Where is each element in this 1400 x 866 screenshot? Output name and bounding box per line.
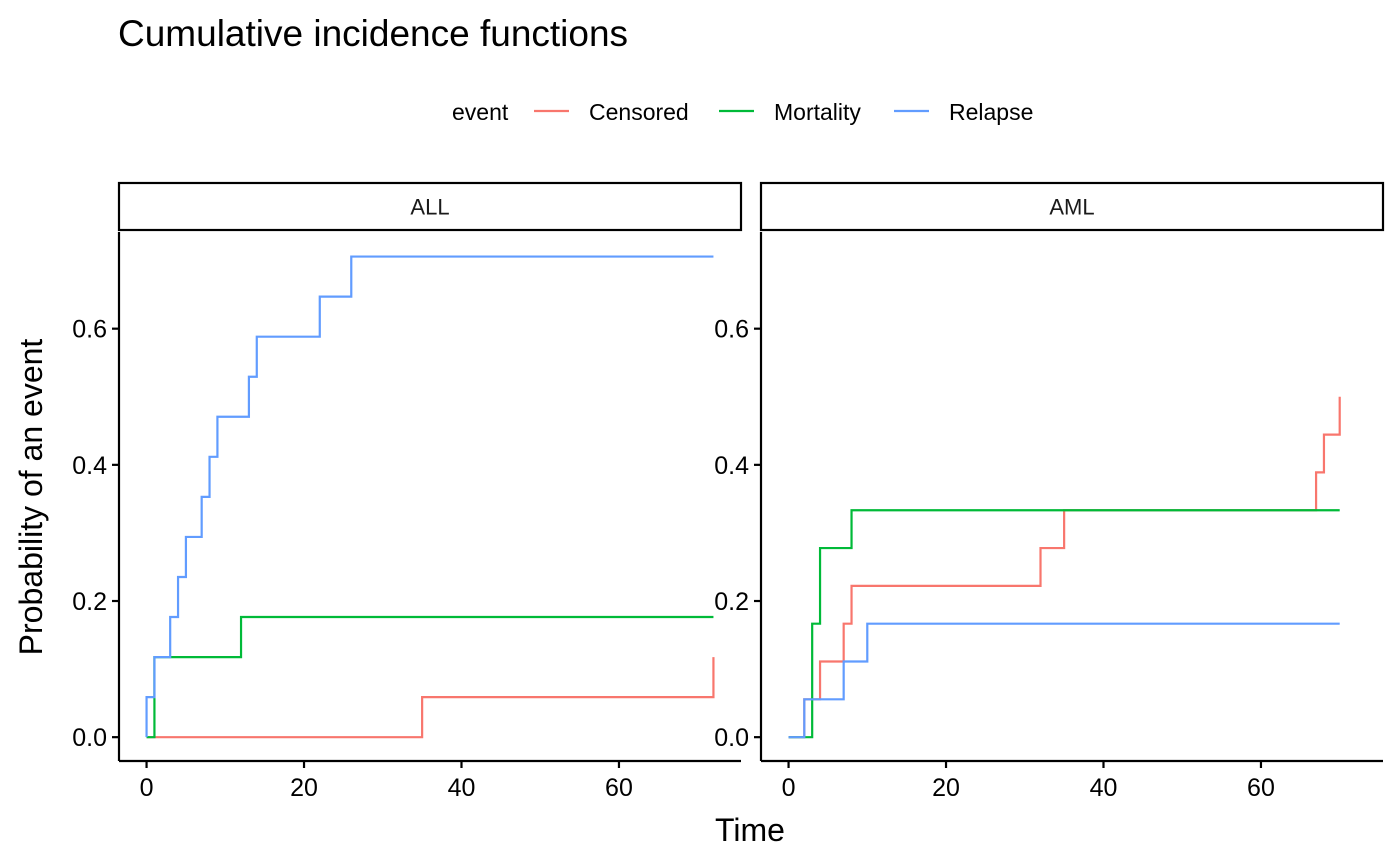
- y-tick-label: 0.2: [714, 588, 749, 616]
- y-tick-label: 0.0: [714, 724, 749, 752]
- x-tick-label: 20: [290, 774, 318, 802]
- panel-all: ALL 0.0 0.2 0.4 0.6 0 20 40 60: [72, 181, 743, 802]
- legend-label-censored: Censored: [589, 99, 689, 125]
- x-tick-label: 60: [605, 774, 633, 802]
- y-tick-label: 0.4: [72, 452, 107, 480]
- chart-title: Cumulative incidence functions: [118, 13, 628, 54]
- y-axis-title: Probability of an event: [13, 339, 49, 656]
- series-line-aml-mortality: [788, 509, 1340, 739]
- series-line-all-relapse: [145, 255, 714, 738]
- panel-aml: AML 0.0 0.2 0.4 0.6 0 20 40 60: [714, 181, 1385, 802]
- legend-label-mortality: Mortality: [774, 99, 861, 125]
- facet-strip-label-aml: AML: [1049, 195, 1094, 220]
- y-tick-label: 0.6: [72, 316, 107, 344]
- series-line-aml-censored: [788, 396, 1341, 739]
- series-line-aml-relapse: [788, 622, 1340, 739]
- x-axis-title: Time: [715, 812, 785, 848]
- y-tick-label: 0.6: [714, 316, 749, 344]
- y-tick-label: 0.2: [72, 588, 107, 616]
- x-tick-label: 0: [782, 774, 796, 802]
- x-tick-label: 0: [140, 774, 154, 802]
- legend-label-relapse: Relapse: [949, 99, 1033, 125]
- x-tick-label: 20: [932, 774, 960, 802]
- series-line-all-mortality: [146, 615, 714, 739]
- facet-strip-label-all: ALL: [410, 195, 449, 220]
- legend-title: event: [452, 99, 509, 125]
- x-tick-label: 40: [1090, 774, 1118, 802]
- x-tick-label: 60: [1247, 774, 1275, 802]
- y-tick-label: 0.4: [714, 452, 749, 480]
- legend: event Censored Mortality Relapse: [452, 99, 1033, 125]
- series-line-all-censored: [146, 657, 715, 739]
- facet-strip-aml: [759, 181, 1385, 232]
- y-tick-label: 0.0: [72, 724, 107, 752]
- facet-panels: ALL 0.0 0.2 0.4 0.6 0 20 40 60 AML 0.0 0.2 0.4 0.6 0 20…: [72, 181, 1385, 802]
- x-tick-label: 40: [448, 774, 476, 802]
- facet-strip-all: [117, 181, 743, 232]
